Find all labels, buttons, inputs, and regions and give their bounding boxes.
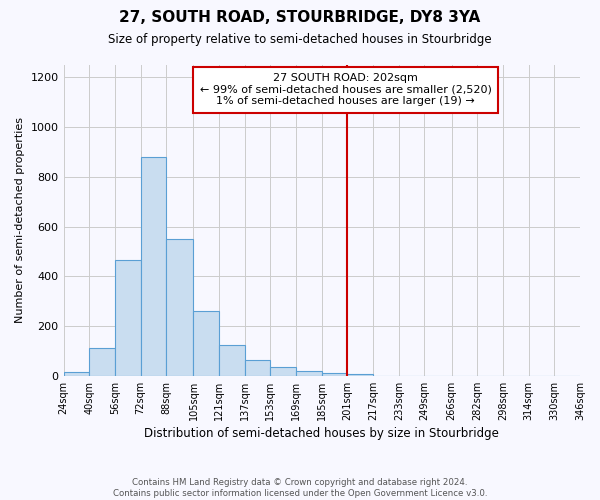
Bar xyxy=(219,344,245,376)
Y-axis label: Number of semi-detached properties: Number of semi-detached properties xyxy=(15,118,25,324)
Bar xyxy=(296,371,322,376)
X-axis label: Distribution of semi-detached houses by size in Stourbridge: Distribution of semi-detached houses by … xyxy=(145,427,499,440)
Text: Contains HM Land Registry data © Crown copyright and database right 2024.
Contai: Contains HM Land Registry data © Crown c… xyxy=(113,478,487,498)
Text: 27 SOUTH ROAD: 202sqm
← 99% of semi-detached houses are smaller (2,520)
1% of se: 27 SOUTH ROAD: 202sqm ← 99% of semi-deta… xyxy=(200,74,492,106)
Bar xyxy=(89,348,115,376)
Bar xyxy=(64,372,89,376)
Bar xyxy=(140,157,166,376)
Bar xyxy=(347,374,373,376)
Text: 27, SOUTH ROAD, STOURBRIDGE, DY8 3YA: 27, SOUTH ROAD, STOURBRIDGE, DY8 3YA xyxy=(119,10,481,25)
Text: Size of property relative to semi-detached houses in Stourbridge: Size of property relative to semi-detach… xyxy=(108,32,492,46)
Bar xyxy=(193,311,219,376)
Bar xyxy=(166,239,193,376)
Bar xyxy=(322,374,347,376)
Bar xyxy=(245,360,271,376)
Bar xyxy=(115,260,140,376)
Bar xyxy=(271,367,296,376)
